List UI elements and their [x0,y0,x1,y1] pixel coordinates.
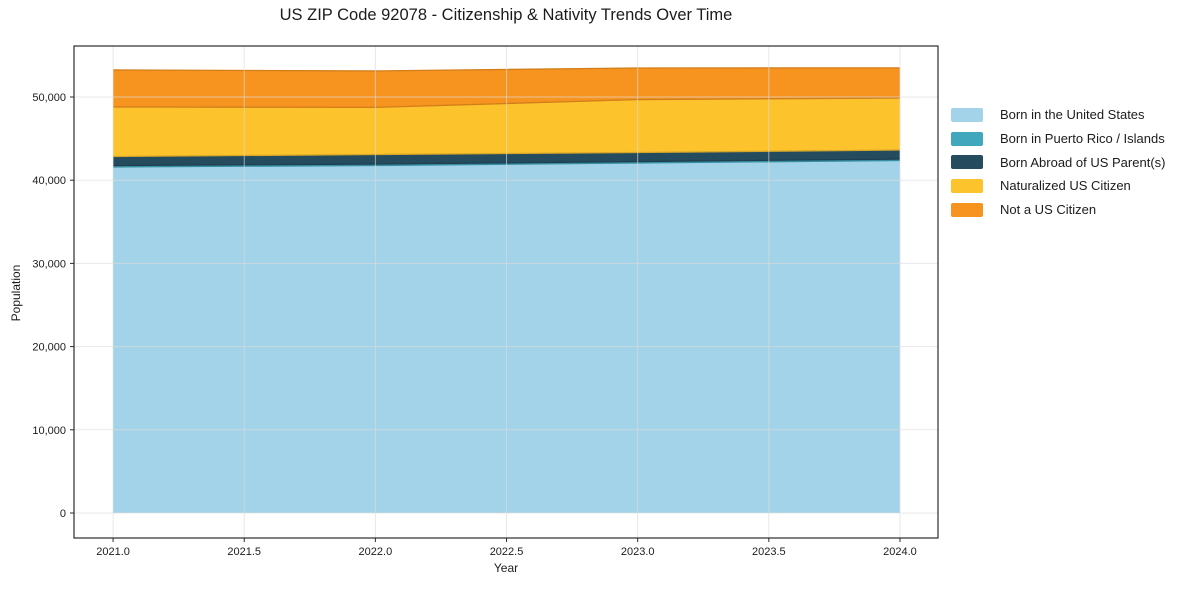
legend-item: Born in the United States [951,103,1165,127]
legend-swatch [951,155,983,170]
chart-title: US ZIP Code 92078 - Citizenship & Nativi… [279,6,733,24]
legend: Born in the United States Born in Puerto … [951,103,1165,221]
x-tick-label: 2022.5 [490,546,524,558]
legend-label: Born Abroad of US Parent(s) [1000,154,1166,170]
legend-swatch [951,107,983,122]
y-axis-label: Population [9,264,23,322]
y-tick-label: 40,000 [32,175,66,187]
y-tick-label: 10,000 [32,425,66,437]
x-tick-label: 2023.0 [621,546,655,558]
legend-label: Born in the United States [1000,107,1145,123]
legend-item: Not a US Citizen [951,198,1165,222]
x-tick-label: 2023.5 [752,546,786,558]
legend-swatch [951,131,983,146]
y-tick-label: 50,000 [32,92,66,104]
legend-label: Born in Puerto Rico / Islands [1000,131,1165,147]
legend-label: Not a US Citizen [1000,202,1097,218]
legend-swatch [951,178,983,193]
x-tick-label: 2021.0 [96,546,130,558]
plot-border [73,45,939,539]
y-tick-label: 0 [60,508,66,520]
x-tick-label: 2022.0 [359,546,393,558]
legend-item: Born in Puerto Rico / Islands [951,127,1165,151]
legend-label: Naturalized US Citizen [1000,178,1131,194]
y-tick-label: 30,000 [32,258,66,270]
x-tick-label: 2021.5 [227,546,261,558]
legend-swatch [951,202,983,217]
x-axis-label: Year [493,561,519,575]
y-tick-label: 20,000 [32,342,66,354]
x-tick-label: 2024.0 [883,546,917,558]
legend-item: Born Abroad of US Parent(s) [951,150,1165,174]
legend-item: Naturalized US Citizen [951,174,1165,198]
